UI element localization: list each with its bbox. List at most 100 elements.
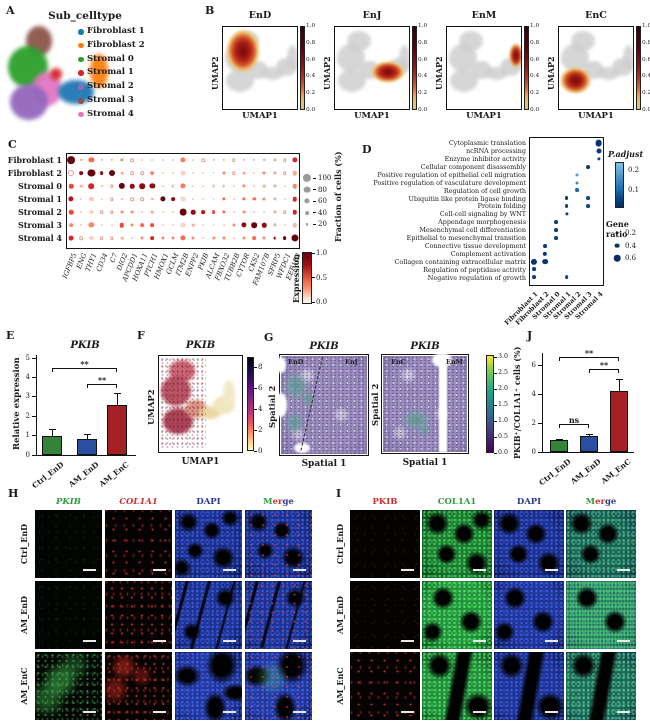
feature-signal-EnD	[226, 29, 260, 73]
dotplot-dot	[99, 236, 104, 240]
dotplot-dot	[120, 158, 124, 162]
dotplot-dot	[68, 169, 75, 177]
go-term-label: Connective tissue development	[424, 241, 526, 250]
generatio-value: 0.2	[625, 229, 637, 237]
if-image-Ctrl_EnD-PKIB	[350, 510, 420, 578]
spatial-tissue-2	[383, 356, 467, 452]
dotplot-dot	[273, 236, 276, 240]
legend-swatch	[78, 56, 84, 63]
dotplot-dot	[89, 209, 94, 215]
scale-bar	[223, 711, 236, 713]
legend-swatch	[78, 111, 84, 118]
dotplot-dot	[88, 157, 95, 163]
generatio-dot	[614, 243, 620, 248]
if-image-AM_EnD-Merge	[566, 581, 636, 649]
dotplot-dot	[68, 196, 74, 202]
feature-signal-EnC	[560, 67, 591, 94]
dotplot-dot	[190, 209, 196, 215]
g-cbar-label: 2.0	[498, 385, 509, 392]
panelD-padjust-title: P.adjust	[608, 149, 644, 159]
if-row-label-AM_EnC: AM_EnC	[19, 667, 29, 705]
dotplot-dot	[202, 185, 205, 187]
dotplot-dot	[161, 185, 164, 187]
x-axis	[36, 455, 136, 457]
featureplot-xlabel: UMAP1	[354, 111, 390, 121]
legend-label: Stromal 3	[87, 95, 134, 105]
cbar-tick-label: 0.0	[316, 298, 328, 306]
go-term-label: Positive regulation of epithelial cell m…	[377, 170, 526, 179]
panelA-umap-scatter	[6, 24, 121, 126]
dotplot-dot	[89, 196, 94, 202]
feature-signal-EnM	[509, 43, 521, 68]
featureplot-box	[446, 26, 522, 110]
panelA-title: Sub_celltype	[48, 10, 122, 22]
colorbar-tick: 0.2	[642, 90, 650, 97]
scale-bar	[473, 569, 486, 571]
colorbar-tick: 0.6	[306, 56, 316, 63]
scale-bar	[401, 569, 414, 571]
dotplot-dot	[202, 237, 205, 239]
y-tick-label: 1	[25, 431, 30, 440]
umap-cluster-stromal2	[10, 84, 48, 120]
f-cbar-label: 0	[258, 447, 263, 455]
error-cap	[585, 434, 593, 436]
dotplot-dot	[180, 183, 186, 189]
error-cap	[615, 378, 623, 380]
if-image-Ctrl_EnD-DAPI	[494, 510, 564, 578]
go-term-label: Enzyme inhibitor activity	[444, 155, 526, 163]
dotplot-dot	[251, 222, 258, 228]
dotplot-dot	[67, 156, 75, 164]
panel-label-h: H	[8, 487, 19, 500]
dotplot-dot	[151, 197, 154, 201]
go-term-label: Complement activation	[450, 249, 526, 258]
merge-header-part: er	[595, 497, 605, 507]
if-image-AM_EnD-PKIB	[350, 581, 420, 649]
size-legend-dash	[313, 212, 316, 214]
if-row-label-AM_EnC: AM_EnC	[335, 667, 345, 705]
legend-swatch	[78, 70, 84, 76]
y-tick-label: 2	[531, 418, 536, 427]
colorbar-tick: 0.8	[642, 39, 650, 46]
umap-silhouette-2	[338, 69, 366, 92]
umap-silhouette-6	[399, 45, 409, 70]
panel-label-f: F	[137, 329, 145, 342]
f-cbar-label: 2	[258, 426, 263, 434]
cbar-tick-label: 0.5	[316, 273, 328, 282]
dotplot-dot	[171, 236, 175, 240]
dotplot-dot	[253, 172, 256, 174]
dotplot-dot	[80, 224, 83, 226]
if-col-header-COL1A1: COL1A1	[119, 497, 158, 507]
if-image-AM_EnD-PKIB	[35, 581, 102, 649]
size-legend-dot	[303, 186, 311, 193]
x-axis	[542, 452, 634, 454]
dotplot-dot	[68, 183, 74, 189]
go-dot	[595, 139, 603, 147]
bar-AM_EnC	[107, 404, 127, 455]
dotplot-dot	[253, 158, 256, 162]
dotplot-dot	[108, 170, 115, 176]
umap-silhouette-2	[226, 69, 254, 92]
scale-bar	[293, 711, 306, 713]
error-cap	[83, 434, 91, 436]
dotplot-dot	[222, 236, 226, 240]
sig-bracket	[52, 368, 117, 372]
dotplot-dot	[263, 211, 266, 213]
bar-AM_EnC	[610, 391, 628, 452]
dotplot-dot	[242, 184, 246, 188]
go-dot	[564, 275, 569, 280]
go-dot	[596, 148, 602, 154]
featureplot-ylabel: UMAP2	[322, 56, 332, 90]
panelG-plot1-xlabel: Spatial 1	[301, 459, 347, 469]
if-image-AM_EnD-COL1A1	[422, 581, 492, 649]
if-image-Ctrl_EnD-Merge	[245, 510, 312, 578]
sig-bracket	[87, 384, 117, 388]
g-cbar-dash	[494, 356, 497, 358]
tissue-gap	[432, 353, 452, 367]
dotplot-dot	[263, 184, 266, 188]
go-dot	[585, 204, 590, 209]
colorbar-tick: 0.2	[530, 90, 540, 97]
dotplot-dot	[110, 197, 114, 201]
f-cbar-dash	[254, 450, 257, 452]
dotplot-dot	[211, 210, 216, 214]
dotplot-dot	[212, 236, 216, 240]
